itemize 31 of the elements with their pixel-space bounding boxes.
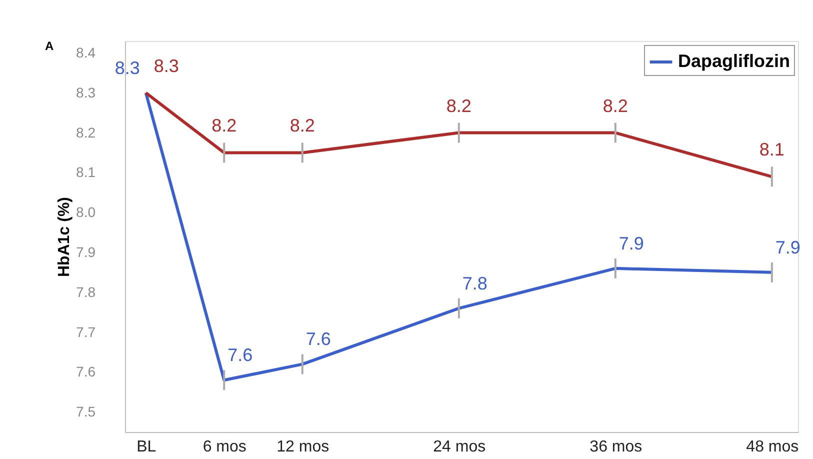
data-label: 7.6 [306,329,331,350]
data-label: 8.3 [114,58,140,78]
x-tick-label: 6 mos [202,438,246,456]
y-tick-label: 7.6 [76,364,96,380]
x-tick-label: 12 mos [276,438,330,456]
x-tick-label: 24 mos [433,438,486,456]
text: A [45,39,54,53]
data-label: 8.2 [446,96,472,116]
y-tick-label: 7.9 [76,244,96,260]
x-tick-label: 36 mos [590,438,642,456]
data-label: 7.9 [618,233,644,254]
y-axis-title: HbA1c (%) [56,196,74,278]
data-label: 8.2 [212,116,237,136]
y-tick-label: 7.7 [76,324,96,340]
y-tick-label: 8.4 [76,44,96,60]
y-tick-label: 7.8 [76,284,96,300]
y-tick-label: 8.1 [76,164,96,180]
x-tick-label: BL [136,438,156,456]
y-tick-label: 8.0 [76,204,96,220]
y-tick-label: 7.5 [76,404,96,420]
data-label: 8.2 [290,116,315,136]
data-label: 8.3 [154,56,179,76]
data-label: 7.8 [462,273,488,294]
legend-label: Dapagliflozin [678,51,790,71]
data-label: 7.9 [775,237,800,258]
y-tick-label: 8.2 [76,124,96,140]
data-label: 7.6 [228,345,253,366]
x-tick-label: 48 mos [746,438,799,456]
y-tick-label: 8.3 [76,84,96,100]
data-label: 8.2 [602,96,628,116]
data-label: 8.1 [759,140,784,160]
